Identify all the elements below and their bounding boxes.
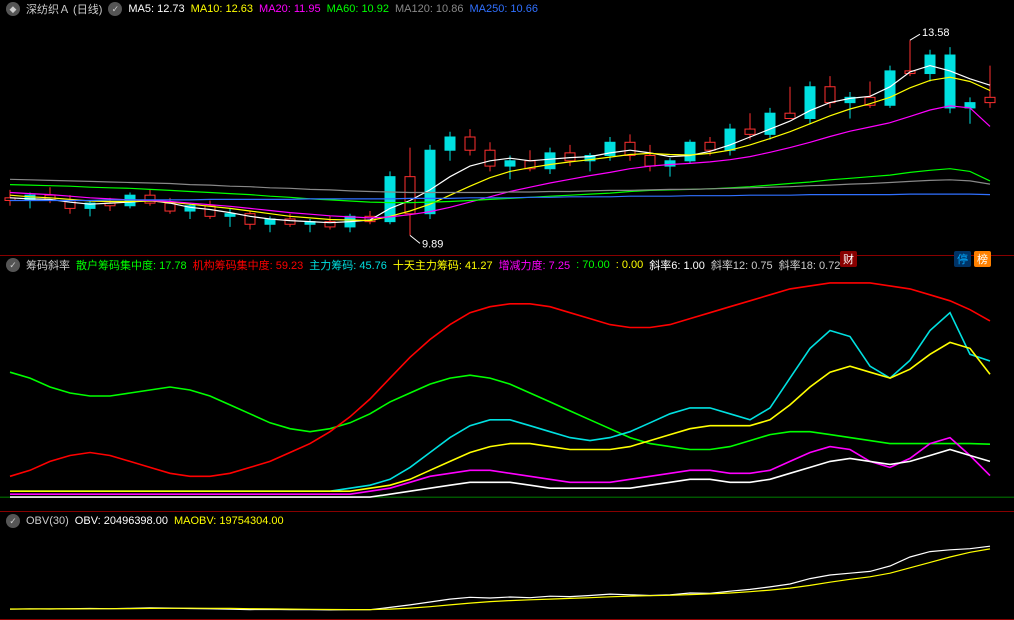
panel2-ind-8: 斜率12: 0.75	[711, 257, 773, 273]
panel2-ind-5: : 70.00	[576, 259, 610, 271]
panel2-ind-1: 机构筹码集中度: 59.23	[193, 257, 304, 273]
panel3-ind-1: MAOBV: 19754304.00	[174, 515, 284, 527]
panel1-header: ◆ 深纺织Ａ (日线) ✓ MA5: 12.73 MA10: 12.63 MA20: …	[0, 0, 1014, 18]
ma-indicator-0: MA5: 12.73	[128, 3, 184, 15]
stock-title: 深纺织Ａ (日线)	[26, 1, 102, 17]
panel2-ind-0: 散户筹码集中度: 17.78	[76, 257, 187, 273]
ma-indicator-3: MA60: 10.92	[327, 3, 389, 15]
chip-slope-panel[interactable]: ✓ 筹码斜率散户筹码集中度: 17.78 机构筹码集中度: 59.23 主力筹码: …	[0, 256, 1014, 512]
ma-indicator-5: MA250: 10.66	[469, 3, 538, 15]
info-icon[interactable]: ◆	[6, 2, 20, 16]
panel2-ind-3: 十天主力筹码: 41.27	[393, 257, 493, 273]
panel2-ind-7: 斜率6: 1.00	[649, 257, 705, 273]
panel3-title: OBV(30)	[26, 515, 69, 527]
panel2-ind-6: : 0.00	[616, 259, 644, 271]
panel2-ind-2: 主力筹码: 45.76	[309, 257, 387, 273]
chip-chart[interactable]	[0, 274, 1014, 512]
candlestick-chart[interactable]: 13.58 9.89	[0, 18, 1014, 256]
panel2-title: 筹码斜率	[26, 257, 70, 273]
panel2-ind-4: 增减力度: 7.25	[499, 257, 571, 273]
obv-panel[interactable]: ✓ OBV(30) OBV: 20496398.00 MAOBV: 19754304…	[0, 512, 1014, 620]
panel2-ind-9: 斜率18: 0.72	[779, 257, 841, 273]
ma-indicator-1: MA10: 12.63	[191, 3, 253, 15]
panel3-header: ✓ OBV(30) OBV: 20496398.00 MAOBV: 19754304…	[0, 512, 1014, 530]
price-chart-panel[interactable]: ◆ 深纺织Ａ (日线) ✓ MA5: 12.73 MA10: 12.63 MA20: …	[0, 0, 1014, 256]
svg-text:13.58: 13.58	[922, 27, 950, 39]
ma-indicator-2: MA20: 11.95	[259, 3, 321, 15]
settings-icon[interactable]: ✓	[6, 514, 20, 528]
panel3-ind-0: OBV: 20496398.00	[75, 515, 168, 527]
svg-text:9.89: 9.89	[422, 238, 443, 250]
ma-indicator-4: MA120: 10.86	[395, 3, 464, 15]
settings-icon[interactable]: ✓	[108, 2, 122, 16]
obv-chart[interactable]	[0, 530, 1014, 620]
settings-icon[interactable]: ✓	[6, 258, 20, 272]
panel2-header: ✓ 筹码斜率散户筹码集中度: 17.78 机构筹码集中度: 59.23 主力筹码: …	[0, 256, 1014, 274]
